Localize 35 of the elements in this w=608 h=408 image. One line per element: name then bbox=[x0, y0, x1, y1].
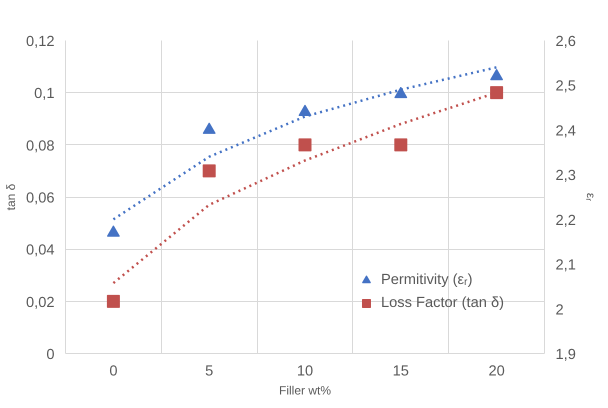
y2-tick-label: 1,9 bbox=[556, 347, 576, 363]
y-tick-label: 0,02 bbox=[26, 294, 55, 311]
y-tick-label: 0,06 bbox=[26, 190, 55, 206]
point bbox=[490, 86, 504, 100]
y-tick-label: 0,04 bbox=[26, 242, 55, 259]
y-tick-label: 0,1 bbox=[34, 86, 54, 102]
point bbox=[106, 225, 120, 237]
y2-tick-label: 2,1 bbox=[556, 258, 576, 274]
legend-label: Permitivity (εᵣ) bbox=[380, 272, 472, 288]
y2-tick-label: 2,2 bbox=[556, 212, 576, 229]
y2-tick-label: 2,6 bbox=[556, 34, 576, 50]
y2-tick-label: 2,4 bbox=[556, 123, 576, 140]
y-tick-label: 0 bbox=[46, 347, 55, 363]
point bbox=[394, 138, 408, 152]
y2-tick-label: 2,5 bbox=[556, 78, 576, 95]
x-axis-title: Filler wt% bbox=[279, 384, 332, 398]
x-tick-label: 5 bbox=[205, 364, 214, 380]
x-tick-label: 10 bbox=[296, 364, 314, 380]
y-axis-title: tan δ bbox=[4, 183, 18, 210]
y2-tick-label: 2 bbox=[556, 302, 564, 318]
y2-axis-title: εᵣ bbox=[584, 192, 598, 202]
point bbox=[490, 68, 504, 80]
point bbox=[202, 122, 216, 134]
y-tick-label: 0,08 bbox=[26, 138, 55, 154]
y2-tick-label: 2,3 bbox=[556, 168, 576, 184]
legend-label: Loss Factor (tan δ) bbox=[380, 295, 504, 311]
y-tick-label: 0,12 bbox=[26, 34, 55, 50]
point bbox=[202, 164, 216, 178]
point bbox=[298, 104, 312, 116]
point bbox=[298, 138, 312, 152]
point bbox=[106, 294, 120, 308]
point bbox=[394, 86, 408, 98]
x-tick-label: 15 bbox=[392, 364, 409, 380]
x-tick-label: 20 bbox=[488, 364, 505, 380]
x-tick-label: 0 bbox=[109, 364, 118, 380]
